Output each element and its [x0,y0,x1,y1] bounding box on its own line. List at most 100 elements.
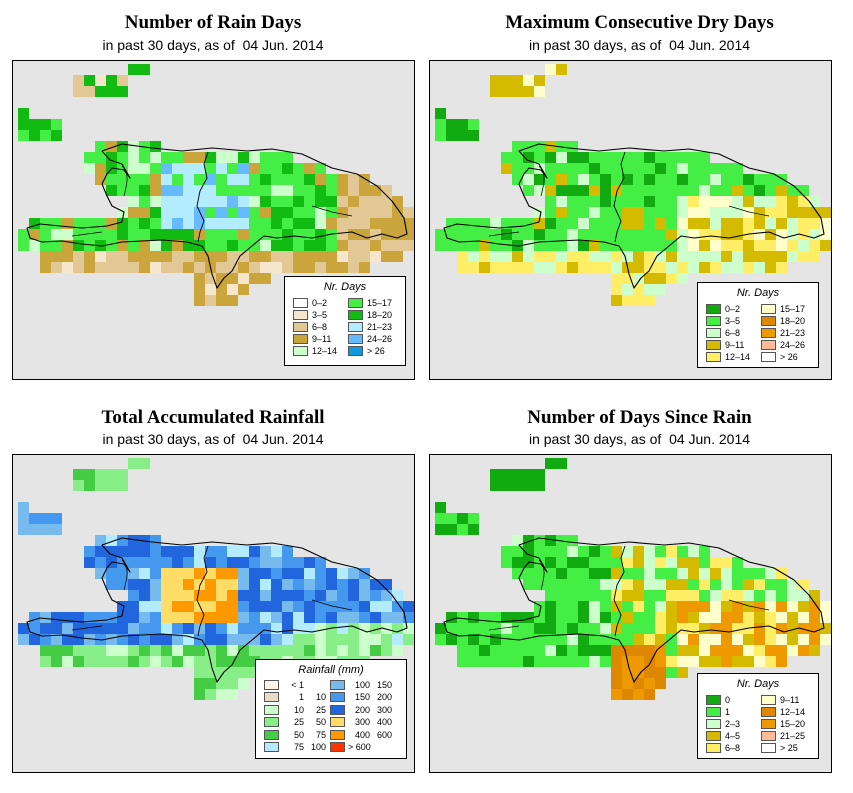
grid-cell [732,601,743,612]
grid-cell [490,229,501,240]
grid-cell [710,656,721,667]
grid-cell [644,601,655,612]
grid-cell [512,480,523,491]
grid-cell [468,623,479,634]
grid-cell [677,240,688,251]
grid-cell [205,546,216,557]
grid-cell [644,251,655,262]
grid-cell [699,207,710,218]
grid-cell [545,163,556,174]
grid-cell [293,612,304,623]
grid-cell [820,601,831,612]
legend-swatch [706,339,721,350]
grid-cell [534,174,545,185]
grid-cell [29,524,40,535]
grid-cell [315,612,326,623]
grid-cell [820,240,831,251]
grid-cell [348,174,359,185]
grid-cell [95,251,106,262]
legend-label: 25 50 [282,717,326,727]
grid-cell [304,601,315,612]
grid-cell [765,196,776,207]
grid-cell [194,557,205,568]
legend-label-low: 300 [354,717,370,727]
grid-cell [117,240,128,251]
grid-cell [556,251,567,262]
legend-swatch [264,692,279,702]
grid-cell [359,185,370,196]
grid-cell [567,174,578,185]
grid-cell [589,218,600,229]
grid-cell [732,590,743,601]
grid-cell [578,590,589,601]
grid-cell [348,601,359,612]
grid-cell [523,86,534,97]
grid-cell [271,612,282,623]
grid-cell [260,240,271,251]
grid-cell [260,623,271,634]
grid-cell [18,502,29,513]
grid-cell [556,634,567,645]
grid-cell [172,207,183,218]
grid-cell [128,623,139,634]
grid-cell [106,469,117,480]
grid-cell [633,185,644,196]
grid-cell [238,667,249,678]
grid-cell [710,163,721,174]
grid-cell [194,185,205,196]
legend-swatch [293,333,308,344]
grid-cell [688,152,699,163]
grid-cell [392,601,403,612]
legend-label-high: 150 [376,679,392,690]
grid-cell [600,568,611,579]
grid-cell [611,295,622,306]
legend-entry: < 1 [264,679,326,690]
legend-label-high: 50 [315,717,326,727]
legend-label-low: 10 [293,704,304,715]
grid-cell [655,229,666,240]
grid-cell [611,557,622,568]
grid-cell [293,634,304,645]
grid-cell [249,579,260,590]
grid-cell [820,623,831,634]
grid-cell [578,568,589,579]
grid-cell [161,163,172,174]
grid-cell [139,579,150,590]
grid-cell [315,163,326,174]
grid-cell [490,645,501,656]
grid-cell [644,645,655,656]
grid-cell [51,524,62,535]
legend-entry: 25 50 [264,717,326,728]
grid-cell [315,207,326,218]
grid-cell [359,174,370,185]
grid-cell [326,634,337,645]
grid-cell [62,262,73,273]
grid-cell [644,612,655,623]
grid-cell [589,568,600,579]
grid-cell [699,185,710,196]
legend-swatch [761,706,776,717]
grid-cell [655,174,666,185]
grid-cell [293,623,304,634]
grid-cell [534,251,545,262]
grid-cell [578,262,589,273]
coastline [488,625,520,631]
grid-cell [633,295,644,306]
grid-cell [172,579,183,590]
grid-cell [282,152,293,163]
grid-cell [128,207,139,218]
grid-cell [29,218,40,229]
legend-label-low: 1 [298,692,304,702]
grid-cell [260,185,271,196]
legend-title: Rainfall (mm) [298,664,364,676]
grid-cell [249,546,260,557]
grid-cell [633,251,644,262]
grid-cell [809,218,820,229]
island-outline [26,537,408,683]
grid-cell [183,262,194,273]
grid-cell [710,601,721,612]
grid-cell [51,634,62,645]
grid-cell [260,251,271,262]
grid-cell [820,612,831,623]
grid-cell [62,645,73,656]
